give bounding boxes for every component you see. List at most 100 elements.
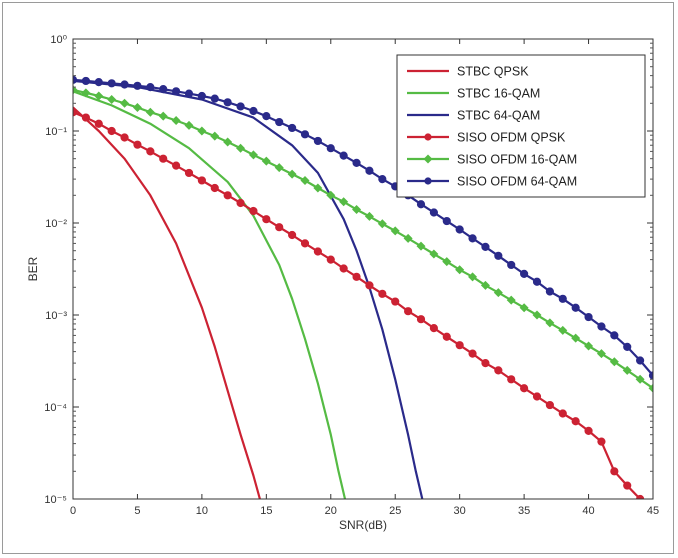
data-point — [172, 161, 181, 170]
data-point — [391, 297, 400, 306]
data-point — [248, 150, 258, 160]
data-point — [597, 437, 606, 446]
data-point — [481, 359, 490, 368]
data-point — [365, 166, 374, 175]
data-point — [532, 310, 542, 320]
data-point — [287, 169, 297, 179]
data-point — [275, 223, 284, 232]
x-tick-label: 5 — [134, 505, 140, 517]
data-point — [545, 318, 555, 328]
legend-marker — [424, 177, 432, 185]
series-stbc-16-qam — [73, 90, 347, 499]
data-point — [249, 106, 258, 116]
data-point — [610, 467, 619, 476]
data-point — [339, 264, 348, 273]
data-point — [184, 120, 194, 130]
x-tick-label: 10 — [196, 505, 208, 517]
data-point — [609, 357, 619, 367]
data-point — [507, 260, 516, 270]
x-tick-label: 45 — [647, 505, 659, 517]
data-point — [378, 289, 387, 298]
data-point — [223, 98, 232, 107]
x-tick-label: 15 — [260, 505, 272, 517]
y-tick-label: 10⁻⁴ — [44, 402, 67, 414]
data-point — [416, 241, 426, 251]
data-point — [584, 312, 593, 322]
data-point — [480, 280, 490, 290]
y-tick-label: 10⁰ — [50, 34, 67, 46]
y-tick-label: 10⁻³ — [45, 310, 67, 322]
data-point — [300, 239, 310, 248]
data-point — [416, 200, 426, 209]
data-point — [145, 107, 155, 117]
axes-box — [72, 38, 654, 500]
data-point — [442, 216, 451, 226]
data-point — [133, 81, 142, 90]
data-point — [326, 190, 336, 200]
data-point — [648, 383, 653, 393]
data-point — [300, 130, 310, 139]
data-point — [352, 158, 361, 168]
data-point — [455, 265, 465, 275]
legend-label: STBC 16-QAM — [457, 87, 540, 101]
data-point — [326, 255, 335, 264]
series-stbc-qpsk — [73, 106, 261, 499]
ber-chart: 0 5 10 15 20 25 30 35 40 45 10⁰ 10⁻¹ 10⁻² 10⁻³ 10⁻⁴ 10⁻… — [26, 34, 659, 532]
legend-entry[interactable]: SISO OFDM QPSK — [407, 131, 566, 145]
data-point — [120, 80, 129, 89]
legend-entry[interactable]: STBC 16-QAM — [407, 87, 540, 101]
y-tick-label: 10⁻² — [45, 218, 67, 230]
series-line — [73, 78, 653, 377]
x-tick-label: 20 — [325, 505, 337, 517]
legend[interactable]: STBC QPSK STBC 16-QAM STBC 64-QAM SISO OFDM… — [396, 54, 646, 198]
data-point — [159, 85, 168, 94]
data-point — [107, 126, 116, 136]
legend-label: SISO OFDM 16-QAM — [457, 153, 577, 167]
data-point — [377, 219, 387, 229]
data-point — [352, 272, 361, 281]
series-line — [73, 90, 347, 499]
data-point — [390, 226, 400, 236]
data-point — [107, 79, 116, 88]
legend-label: STBC QPSK — [457, 65, 529, 79]
data-point — [210, 94, 219, 103]
data-point — [648, 371, 653, 380]
series-stbc-64-qam — [73, 79, 424, 499]
data-point — [468, 349, 477, 358]
data-point — [365, 281, 374, 290]
data-point — [507, 375, 516, 384]
legend-marker — [423, 154, 433, 164]
data-point — [596, 349, 606, 359]
data-point — [532, 277, 542, 286]
series-line — [73, 79, 424, 499]
data-point — [442, 332, 451, 341]
data-point — [288, 230, 297, 240]
data-point — [403, 233, 413, 243]
data-point — [636, 356, 645, 365]
legend-entry[interactable]: SISO OFDM 64-QAM — [407, 175, 577, 189]
data-point — [468, 272, 478, 282]
data-point — [545, 400, 554, 410]
data-point — [210, 183, 219, 193]
series-siso-ofdm-qpsk — [73, 108, 645, 499]
data-point — [184, 89, 194, 98]
data-point — [623, 342, 632, 352]
legend-entry[interactable]: SISO OFDM 16-QAM — [407, 153, 577, 167]
x-tick-label: 30 — [454, 505, 466, 517]
data-point — [519, 303, 529, 313]
legend-entry[interactable]: STBC QPSK — [407, 65, 529, 79]
data-point — [81, 113, 90, 122]
data-point — [94, 91, 104, 101]
data-point — [364, 211, 374, 221]
data-point — [236, 102, 245, 111]
data-point — [339, 151, 348, 160]
data-point — [520, 269, 529, 278]
legend-entry[interactable]: STBC 64-QAM — [407, 109, 540, 123]
data-point — [494, 366, 503, 375]
data-point — [584, 341, 594, 351]
data-point — [262, 215, 271, 224]
data-point — [571, 417, 580, 426]
data-point — [610, 331, 619, 340]
data-point — [274, 163, 284, 173]
